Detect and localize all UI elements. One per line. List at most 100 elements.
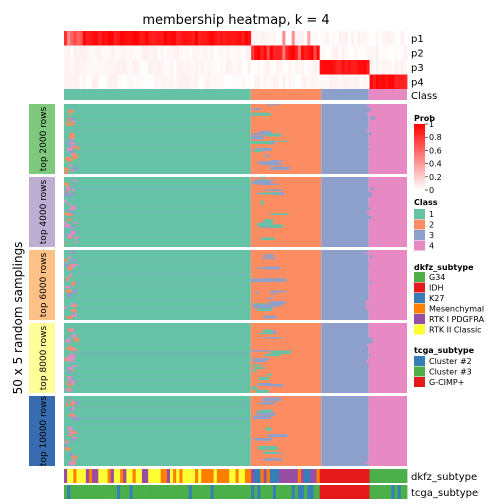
tcga-legend-label: Cluster #3 [429, 368, 472, 377]
prob-cell [107, 31, 112, 46]
heatmap-noise [71, 188, 75, 191]
prob-cell [325, 45, 330, 60]
heatmap-noise [65, 209, 70, 212]
dkfz-legend-label: Mesenchymal [429, 305, 484, 314]
heatmap-noise [71, 334, 77, 338]
heatmap-noise [74, 379, 249, 380]
prob-cell [166, 60, 171, 75]
heatmap-noise [65, 339, 71, 343]
prob-cell [400, 31, 405, 46]
heatmap-noise [69, 454, 76, 457]
tcga-subtype-cell [194, 485, 199, 499]
probability-heatmap [64, 31, 408, 89]
heatmap-noise [73, 459, 77, 461]
row-group-label: top 8000 rows [39, 325, 49, 390]
prob-cell [257, 60, 261, 75]
heatmap-noise [254, 149, 263, 153]
heatmap-noise [65, 388, 72, 392]
prob-cell [160, 45, 165, 60]
heatmap-noise [74, 118, 249, 119]
prob-cell [388, 31, 392, 46]
prob-cell [357, 60, 361, 75]
prob-cell [294, 60, 299, 75]
heatmap-noise [72, 431, 78, 434]
dkfz-subtype-cell [188, 469, 193, 483]
tcga-subtype-cell [247, 485, 252, 499]
prob-cell [257, 45, 261, 60]
prob-cell [179, 31, 183, 46]
heatmap-noise [368, 263, 373, 269]
heatmap-noise [69, 153, 76, 156]
dkfz-subtype-cell [123, 469, 127, 483]
prob-cell [338, 74, 342, 89]
heatmap-noise [257, 410, 264, 413]
heatmap-noise [74, 187, 249, 189]
heatmap-block [321, 104, 369, 174]
prob-cell [307, 45, 311, 60]
prob-cell [82, 60, 87, 75]
dkfz-subtype-cell [307, 469, 311, 483]
prob-cell [79, 45, 84, 60]
tcga-legend-swatch [414, 366, 425, 377]
heatmap-noise [65, 447, 71, 451]
heatmap-noise [74, 227, 249, 229]
prob-cell [332, 74, 336, 89]
prob-cell [194, 60, 199, 75]
prob-cell [357, 45, 361, 60]
dkfz-subtype-cell [263, 469, 268, 483]
heatmap-noise [73, 281, 78, 284]
heatmap-noise [70, 225, 76, 229]
heatmap-noise [74, 400, 249, 401]
heatmap-noise [68, 150, 75, 154]
prob-cell [88, 74, 93, 89]
heatmap-noise [64, 199, 67, 203]
dkfz-subtype-cell [325, 469, 330, 483]
dkfz-subtype-cell [191, 469, 196, 483]
heatmap-noise [365, 130, 368, 133]
prob-cell [138, 31, 143, 46]
prob-cell [216, 31, 221, 46]
prob-cell [304, 45, 308, 60]
prob-cell [357, 74, 361, 89]
prob-cell [282, 45, 286, 60]
prob-cell [170, 45, 174, 60]
dkfz-legend-title: dkfz_subtype [414, 263, 474, 272]
heatmap-noise [64, 286, 71, 289]
prob-cell [329, 31, 333, 46]
heatmap-noise [74, 275, 249, 276]
heatmap-noise [74, 441, 249, 442]
heatmap-block [321, 177, 369, 247]
tcga-subtype-cell [201, 485, 205, 499]
prob-legend-title: Prob [414, 114, 435, 123]
prob-cell [201, 45, 205, 60]
prob-cell [276, 60, 280, 75]
tcga-subtype-cell [403, 485, 408, 499]
prob-cell [366, 45, 370, 60]
heatmap-noise [369, 354, 372, 357]
prob-cell [101, 45, 105, 60]
prob-cell [216, 45, 221, 60]
prob-cell [391, 31, 395, 46]
heatmap-noise [70, 437, 76, 442]
dkfz-subtype-cell [282, 469, 286, 483]
heatmap-noise [259, 221, 265, 223]
prob-cell [360, 45, 364, 60]
prob-cell [179, 74, 183, 89]
dkfz-subtype-cell [226, 469, 230, 483]
heatmap-noise [69, 375, 73, 378]
heatmap-noise [71, 263, 76, 265]
dkfz-subtype-cell [313, 469, 317, 483]
prob-cell [251, 60, 255, 75]
prob-cell [272, 74, 277, 89]
prob-cell [335, 60, 339, 75]
tcga-subtype-cell [82, 485, 87, 499]
prob-cell [117, 60, 121, 75]
heatmap-noise [74, 418, 249, 420]
prob-cell [223, 74, 227, 89]
prob-cell [363, 31, 367, 46]
heatmap-noise [68, 114, 73, 116]
prob-cell [213, 45, 218, 60]
prob-cell [378, 74, 383, 89]
dkfz-subtype-cell [204, 469, 208, 483]
heatmap-noise [74, 111, 249, 113]
